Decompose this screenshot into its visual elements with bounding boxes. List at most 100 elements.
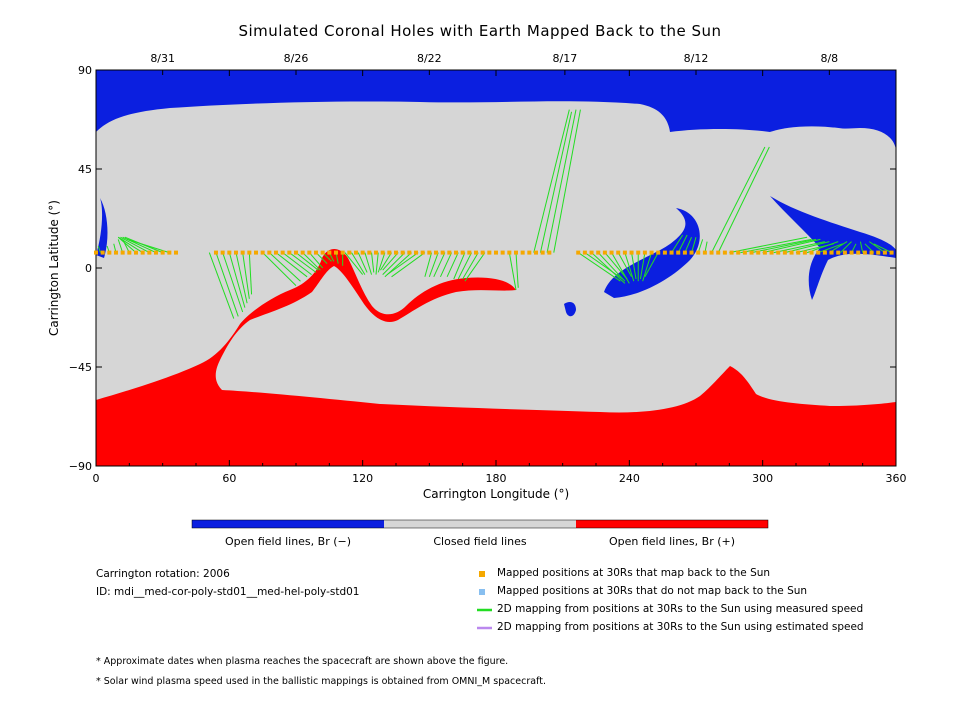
mapped-point bbox=[307, 250, 312, 255]
measured-mapping-line bbox=[215, 252, 239, 317]
mapped-point bbox=[507, 250, 512, 255]
measured-mapping-line bbox=[268, 252, 301, 282]
mapping-lines bbox=[97, 109, 892, 319]
mapped-point bbox=[114, 250, 118, 255]
top-date-label: 8/17 bbox=[553, 52, 578, 65]
mapped-point bbox=[520, 250, 525, 255]
colorbar-segment bbox=[576, 520, 768, 528]
mapped-point bbox=[360, 250, 365, 255]
measured-mapping-line bbox=[262, 252, 297, 286]
mapped-point bbox=[540, 250, 545, 255]
mapped-point bbox=[260, 250, 265, 255]
measured-mapping-line bbox=[382, 252, 399, 271]
measured-mapping-line bbox=[371, 252, 375, 273]
x-tick-label: 120 bbox=[352, 472, 373, 485]
measured-mapping-line bbox=[553, 109, 581, 253]
measured-mapping-line bbox=[604, 252, 628, 280]
mapped-point bbox=[527, 250, 532, 255]
mapped-point bbox=[789, 250, 794, 255]
mapped-point bbox=[274, 250, 278, 255]
measured-mapping-line bbox=[597, 252, 626, 282]
measured-mapping-line bbox=[424, 252, 433, 277]
y-tick-label: 0 bbox=[85, 262, 92, 275]
measured-mapping-line bbox=[584, 252, 623, 280]
measured-mapping-line bbox=[508, 252, 517, 291]
x-axis-label: Carrington Longitude (°) bbox=[423, 487, 569, 501]
measured-mapping-line bbox=[282, 252, 312, 275]
measured-mapping-line bbox=[295, 252, 319, 271]
mapped-point bbox=[762, 250, 767, 255]
legend-measured-label: 2D mapping from positions at 30Rs to the… bbox=[497, 603, 864, 615]
colorbar-label: Closed field lines bbox=[433, 535, 527, 548]
mapped-point bbox=[756, 250, 761, 255]
mapped-point bbox=[234, 250, 238, 255]
measured-mapping-line bbox=[248, 252, 253, 295]
mapped-point bbox=[107, 250, 112, 255]
mapped-point bbox=[696, 250, 701, 255]
negative-hole-small bbox=[564, 302, 576, 317]
mapped-point bbox=[254, 250, 258, 255]
measured-mapping-line bbox=[382, 252, 406, 275]
mapped-point bbox=[829, 250, 834, 255]
top-date-label: 8/8 bbox=[820, 52, 838, 65]
measured-mapping-line bbox=[684, 237, 693, 253]
legend-estimated-label: 2D mapping from positions at 30Rs to the… bbox=[497, 621, 864, 633]
mapped-point bbox=[616, 250, 621, 255]
measured-mapping-line bbox=[773, 241, 825, 254]
measured-mapping-line bbox=[818, 243, 843, 254]
measured-mapping-line bbox=[515, 252, 519, 288]
y-tick-label: −45 bbox=[69, 361, 92, 374]
mapped-point bbox=[287, 250, 292, 255]
carrington-rotation: Carrington rotation: 2006 bbox=[96, 568, 230, 580]
mapped-point bbox=[334, 250, 338, 255]
top-date-label: 8/31 bbox=[150, 52, 175, 65]
mapped-point bbox=[500, 250, 505, 255]
footnote-dates: * Approximate dates when plasma reaches … bbox=[96, 656, 509, 667]
measured-mapping-line bbox=[869, 241, 886, 254]
closed-lobe-right bbox=[770, 126, 894, 209]
mapped-point bbox=[729, 250, 734, 255]
measured-mapping-line bbox=[289, 252, 317, 273]
measured-mapping-line bbox=[351, 252, 366, 275]
y-tick-label: 90 bbox=[78, 64, 92, 77]
x-tick-label: 300 bbox=[752, 472, 773, 485]
negative-hole-right bbox=[770, 196, 896, 300]
mapped-point bbox=[689, 250, 694, 255]
mapped-point bbox=[460, 250, 465, 255]
measured-mapping-line bbox=[691, 237, 697, 253]
mapped-point bbox=[480, 250, 485, 255]
measured-mapping-line bbox=[539, 111, 573, 253]
colorbar: Open field lines, Br (−) Closed field lin… bbox=[191, 519, 769, 548]
mapped-point bbox=[120, 250, 125, 255]
x-tick-label: 60 bbox=[222, 472, 236, 485]
mapped-point bbox=[882, 250, 887, 255]
mapped-point bbox=[347, 250, 352, 255]
measured-mapping-line bbox=[697, 239, 704, 253]
mapped-point bbox=[374, 250, 378, 255]
mapped-point bbox=[769, 250, 774, 255]
mapped-point bbox=[487, 250, 492, 255]
colorbar-segment bbox=[384, 520, 576, 528]
mapped-point bbox=[100, 250, 105, 255]
mapped-point bbox=[662, 250, 667, 255]
colorbar-label: Open field lines, Br (−) bbox=[225, 535, 351, 548]
y-tick-label: 45 bbox=[78, 163, 92, 176]
mapped-point bbox=[294, 250, 298, 255]
footnote-speed: * Solar wind plasma speed used in the ba… bbox=[96, 676, 546, 687]
legend-unmapped-label: Mapped positions at 30Rs that do not map… bbox=[497, 585, 808, 597]
measured-mapping-line bbox=[611, 252, 630, 284]
measured-mapping-line bbox=[235, 252, 248, 304]
colorbar-segment bbox=[192, 520, 384, 528]
measured-mapping-line bbox=[302, 252, 321, 271]
mapped-point bbox=[160, 250, 165, 255]
mapped-point bbox=[467, 250, 472, 255]
measured-mapping-line bbox=[380, 252, 392, 271]
mapped-point bbox=[856, 250, 861, 255]
open-positive-south bbox=[96, 249, 896, 466]
mapped-point bbox=[642, 250, 647, 255]
mapped-point bbox=[140, 250, 145, 255]
mapped-point bbox=[869, 250, 874, 255]
mapped-point bbox=[749, 250, 754, 255]
measured-mapping-line bbox=[677, 234, 688, 253]
axis-ticks: 0 60 120 180 240 300 360 −90 −45 0 45 90 8/31 8/26 8/2… bbox=[69, 52, 907, 485]
